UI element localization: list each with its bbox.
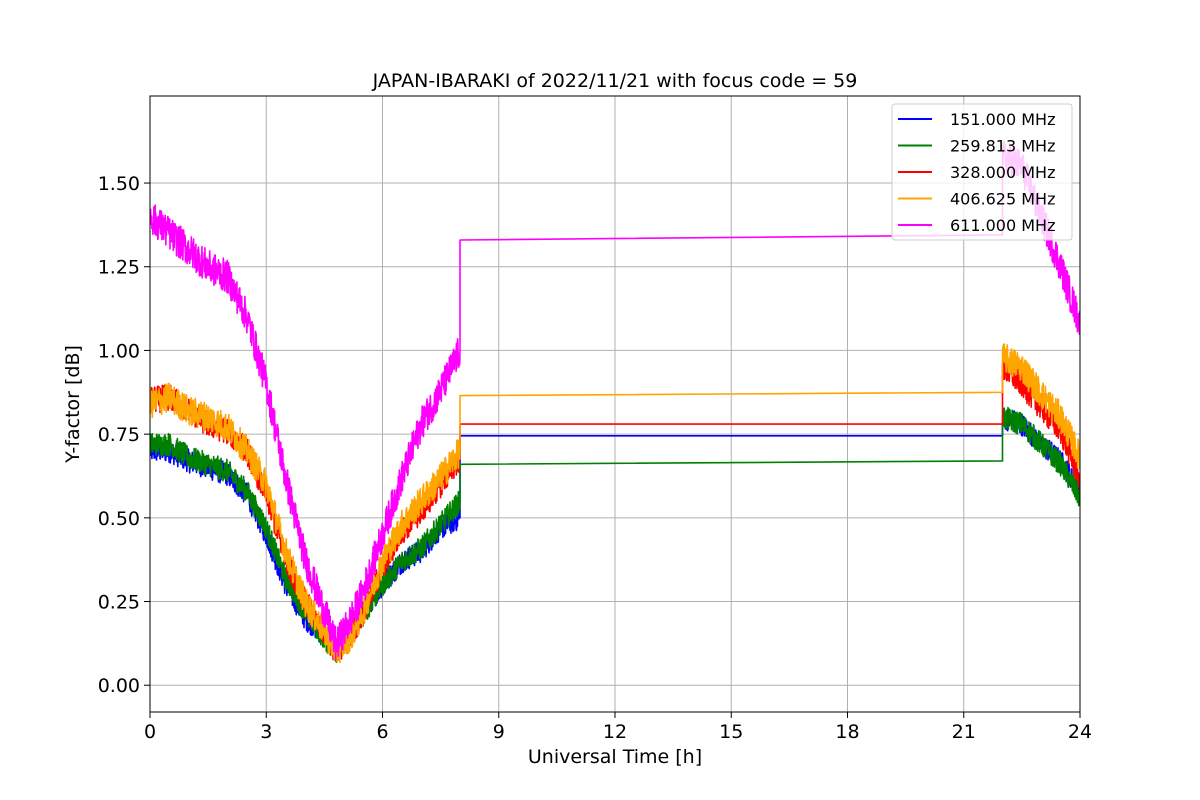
legend-box bbox=[891, 103, 1073, 241]
x-tick-label: 12 bbox=[603, 721, 627, 743]
y-tick-label: 0.00 bbox=[98, 675, 140, 697]
y-tick-label: 1.50 bbox=[98, 173, 140, 195]
y-tick-label: 1.00 bbox=[98, 340, 140, 362]
x-tick-label: 9 bbox=[493, 721, 505, 743]
y-tick-label: 0.75 bbox=[98, 424, 140, 446]
legend-label: 611.000 MHz bbox=[950, 216, 1055, 235]
x-tick-label: 6 bbox=[376, 721, 388, 743]
legend-label: 406.625 MHz bbox=[950, 190, 1055, 209]
legend: 151.000 MHz 259.813 MHz 328.000 MHz 406.625… bbox=[891, 103, 1073, 241]
legend-label: 151.000 MHz bbox=[950, 110, 1055, 129]
x-tick-label: 3 bbox=[260, 721, 272, 743]
y-tick-label: 0.25 bbox=[98, 592, 140, 614]
chart-title: JAPAN-IBARAKI of 2022/11/21 with focus c… bbox=[372, 70, 858, 92]
axis-ticks: 0 3 6 9 12 15 18 21 24 0.00 0.25 0.50 0.75 1.00 1.25 1.… bbox=[98, 173, 1092, 743]
x-tick-label: 21 bbox=[952, 721, 976, 743]
x-tick-label: 24 bbox=[1068, 721, 1092, 743]
legend-label: 328.000 MHz bbox=[950, 163, 1055, 182]
y-tick-label: 1.25 bbox=[98, 257, 140, 279]
legend-label: 259.813 MHz bbox=[950, 137, 1055, 156]
series-lines bbox=[150, 140, 1080, 664]
x-axis-label: Universal Time [h] bbox=[528, 746, 702, 768]
series-line-3 bbox=[150, 343, 1080, 664]
y-tick-label: 0.50 bbox=[98, 508, 140, 530]
x-tick-label: 18 bbox=[835, 721, 859, 743]
x-tick-label: 15 bbox=[719, 721, 743, 743]
x-tick-label: 0 bbox=[144, 721, 156, 743]
y-axis-label: Y-factor [dB] bbox=[62, 345, 84, 464]
